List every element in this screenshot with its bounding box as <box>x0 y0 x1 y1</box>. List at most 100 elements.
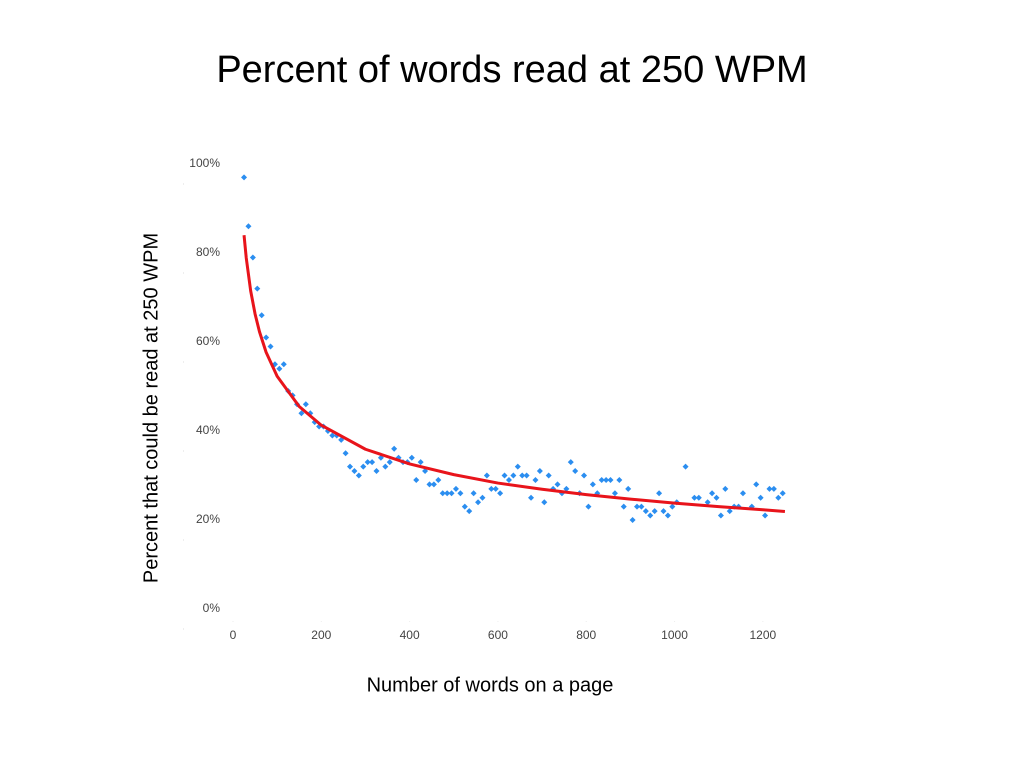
scatter-point <box>598 476 605 483</box>
scatter-point <box>766 485 773 492</box>
scatter-point <box>435 476 442 483</box>
scatter-point <box>642 508 649 515</box>
scatter-point <box>457 490 464 497</box>
scatter-point <box>263 334 270 341</box>
x-tick-label: 400 <box>400 628 420 642</box>
scatter-point <box>695 494 702 501</box>
scatter-point <box>753 481 760 488</box>
scatter-point <box>351 468 358 475</box>
scatter-point <box>298 410 305 417</box>
scatter-point <box>245 223 252 230</box>
scatter-point <box>475 499 482 506</box>
scatter-point <box>625 485 632 492</box>
scatter-point <box>386 459 393 466</box>
scatter-point <box>541 499 548 506</box>
scatter-point <box>426 481 433 488</box>
scatter-point <box>651 508 658 515</box>
x-axis-label: Number of words on a page <box>367 674 614 696</box>
scatter-point <box>682 463 689 470</box>
scatter-point <box>519 472 526 479</box>
scatter-point <box>739 490 746 497</box>
scatter-point <box>762 512 769 519</box>
fit-curve <box>242 235 786 514</box>
scatter-point <box>360 463 367 470</box>
scatter-point <box>514 463 521 470</box>
x-tick-label: 1200 <box>749 628 776 642</box>
scatter-point <box>567 459 574 466</box>
scatter-point <box>664 512 671 519</box>
scatter-point <box>364 459 371 466</box>
scatter-point <box>329 432 336 439</box>
scatter-point <box>280 361 287 368</box>
scatter-point <box>470 490 477 497</box>
chart-title: Percent of words read at 250 WPM <box>216 49 807 91</box>
scatter-point <box>492 485 499 492</box>
y-tick-label: 80% <box>196 245 220 259</box>
scatter-point <box>669 503 676 510</box>
x-tick-label: 0 <box>230 628 237 642</box>
scatter-point <box>704 499 711 506</box>
scatter-point <box>616 476 623 483</box>
scatter-point <box>528 494 535 501</box>
scatter-point <box>607 476 614 483</box>
scatter-point <box>581 472 588 479</box>
y-tick-label: 40% <box>196 423 220 437</box>
scatter-point <box>466 508 473 515</box>
scatter-point <box>479 494 486 501</box>
scatter-point <box>775 494 782 501</box>
scatter-point <box>726 508 733 515</box>
scatter-point <box>258 312 265 319</box>
scatter-point <box>629 517 636 523</box>
scatter-point <box>347 463 354 470</box>
scatter-point <box>497 490 504 497</box>
scatter-point <box>439 490 446 497</box>
scatter-point <box>452 485 459 492</box>
x-tick-label: 600 <box>488 628 508 642</box>
scatter-point <box>634 503 641 510</box>
scatter-point <box>779 490 786 497</box>
scatter-point <box>408 454 415 461</box>
scatter-point <box>461 503 468 510</box>
scatter-point <box>355 472 362 479</box>
scatter-point <box>563 485 570 492</box>
scatter-point <box>554 481 561 488</box>
scatter-point <box>501 472 508 479</box>
scatter-point <box>342 450 349 457</box>
scatter-point <box>391 445 398 452</box>
scatter-point <box>611 490 618 497</box>
scatter-point <box>536 468 543 475</box>
x-tick-label: 200 <box>311 628 331 642</box>
scatter-point <box>660 508 667 515</box>
scatter-point <box>603 476 610 483</box>
scatter-point <box>532 476 539 483</box>
y-axis-label: Percent that could be read at 250 WPM <box>140 233 162 583</box>
scatter-point <box>413 476 420 483</box>
scatter-point <box>691 494 698 501</box>
scatter-point <box>709 490 716 497</box>
scatter-point <box>620 503 627 510</box>
scatter-point <box>589 481 596 488</box>
x-tick-label: 1000 <box>661 628 688 642</box>
scatter-point <box>430 481 437 488</box>
scatter-point <box>656 490 663 497</box>
scatter-point <box>523 472 530 479</box>
scatter-point <box>545 472 552 479</box>
scatter-point <box>647 512 654 519</box>
y-tick-label: 0% <box>203 601 221 615</box>
y-tick-label: 60% <box>196 334 220 348</box>
scatter-point <box>267 343 274 350</box>
scatter-point <box>254 285 261 292</box>
scatter-point <box>585 503 592 510</box>
scatter-point <box>249 254 256 261</box>
scatter-point <box>483 472 490 479</box>
scatter-point <box>444 490 451 497</box>
scatter-point <box>276 365 283 372</box>
scatter-point <box>510 472 517 479</box>
y-tick-label: 100% <box>189 156 220 170</box>
scatter-point <box>717 512 724 519</box>
scatter-point <box>488 485 495 492</box>
scatter-point <box>241 174 248 181</box>
scatter-point <box>572 468 579 475</box>
scatter-point <box>757 494 764 501</box>
